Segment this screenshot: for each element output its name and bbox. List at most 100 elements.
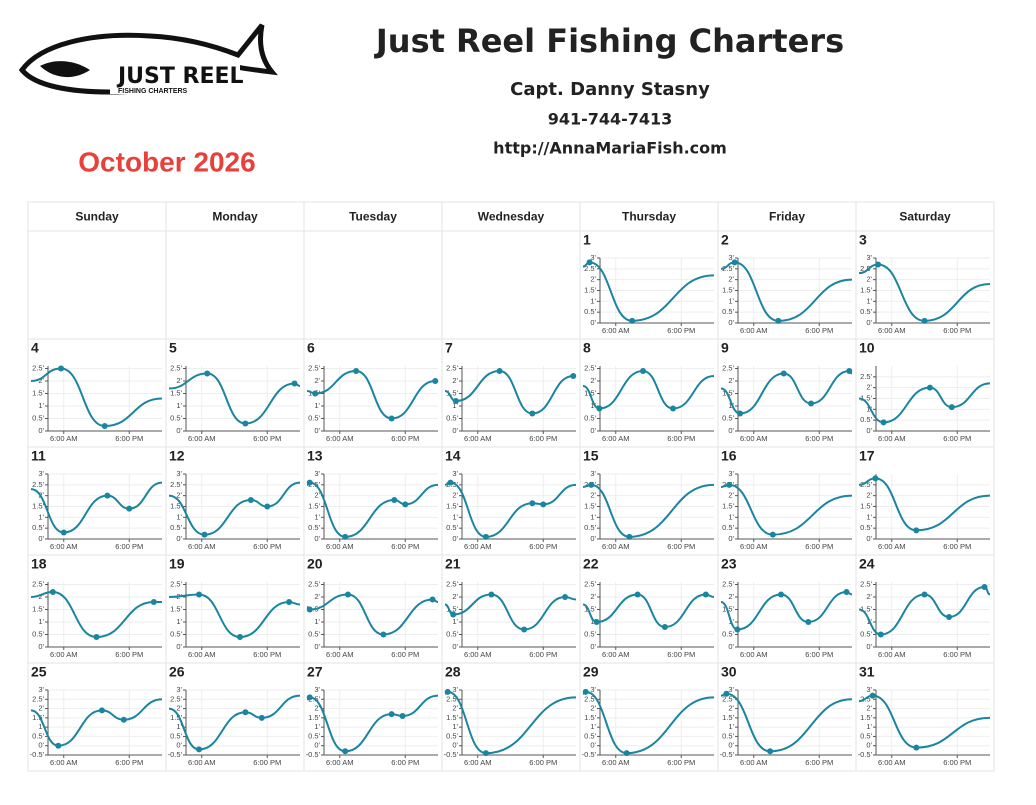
- day-cell: 130'0.5'1'1.5'2'2.5'3'6:00 AM 6:00 PM: [306, 448, 439, 551]
- y-tick-label: 0': [452, 642, 458, 651]
- y-tick-label: 0.5': [860, 731, 872, 740]
- logo-subtext: FISHING CHARTERS: [118, 88, 188, 95]
- y-tick-label: -0.5': [30, 750, 45, 759]
- tide-point: [875, 261, 882, 268]
- y-tick-label: 0': [38, 741, 44, 750]
- tide-point: [126, 505, 133, 512]
- tide-point: [767, 748, 774, 755]
- x-tick-label: 6:00 AM: [740, 758, 768, 767]
- tide-line: [168, 593, 301, 639]
- tide-point: [342, 748, 349, 755]
- y-tick-label: 2': [452, 491, 458, 500]
- y-tick-label: 2.5': [584, 264, 596, 273]
- x-tick-label: 6:00 PM: [115, 758, 143, 767]
- y-tick-label: 2.5': [584, 579, 596, 588]
- tide-point: [702, 591, 709, 598]
- y-tick-label: 2.5': [860, 480, 872, 489]
- tide-point: [196, 746, 203, 753]
- y-tick-label: 1.5': [584, 285, 596, 294]
- y-tick-label: 2': [38, 704, 44, 713]
- x-tick-label: 6:00 PM: [115, 650, 143, 659]
- tide-line: [30, 590, 162, 639]
- x-tick-label: 6:00 PM: [115, 434, 143, 443]
- y-tick-label: 2.5': [446, 363, 458, 372]
- y-tick-label: 2.5': [860, 372, 872, 381]
- y-tick-label: 2.5': [860, 264, 872, 273]
- tide-line: [444, 593, 577, 631]
- x-tick-label: 6:00 AM: [50, 650, 78, 659]
- day-number: 1: [583, 232, 591, 248]
- y-tick-label: 2': [590, 592, 596, 601]
- y-tick-label: 1.5': [584, 713, 596, 722]
- y-tick-label: 0.5': [170, 731, 182, 740]
- y-tick-label: 1.5': [446, 501, 458, 510]
- tide-point: [661, 624, 668, 630]
- tide-point: [93, 634, 100, 640]
- y-tick-label: 0': [728, 534, 734, 543]
- x-tick-label: 6:00 AM: [740, 542, 768, 551]
- y-tick-label: 3': [452, 685, 458, 694]
- y-tick-label: 3': [728, 685, 734, 694]
- tide-point: [306, 606, 313, 613]
- tide-point: [49, 589, 56, 595]
- x-tick-label: 6:00 PM: [667, 542, 695, 551]
- x-tick-label: 6:00 AM: [878, 542, 906, 551]
- y-tick-label: 3': [728, 469, 734, 478]
- day-cell: 25 -0.5'0'0.5'1'1.5'2'2.5'3' 6:00 AM 6:00 P…: [30, 664, 163, 767]
- day-cell: 90'0.5'1'1.5'2'2.5'6:00 AM 6:00 PM: [720, 340, 853, 443]
- weekday-label: Monday: [212, 210, 258, 224]
- y-tick-label: 1.5': [32, 501, 44, 510]
- tide-line: [444, 481, 577, 538]
- day-cell: 140'0.5'1'1.5'2'2.5'3'6:00 AM6:00 PM: [444, 448, 577, 551]
- day-cell: 100'0.5'1'1.5'2'2.5'6:00 AM 6:00 PM: [858, 340, 991, 443]
- x-tick-label: 6:00 PM: [529, 758, 557, 767]
- y-tick-label: 0.5': [446, 523, 458, 532]
- y-tick-label: 1.5': [584, 501, 596, 510]
- x-tick-label: 6:00 PM: [667, 326, 695, 335]
- weekday-label: Wednesday: [478, 210, 545, 224]
- tide-point: [634, 591, 641, 598]
- tide-point: [726, 481, 733, 488]
- y-tick-label: 0': [38, 426, 44, 435]
- y-tick-label: 3': [590, 685, 596, 694]
- x-tick-label: 6:00 PM: [943, 326, 971, 335]
- tide-line: [306, 694, 439, 753]
- y-tick-label: 0.5': [308, 413, 320, 422]
- y-tick-label: 1': [176, 722, 182, 731]
- weekday-label: Tuesday: [349, 210, 397, 224]
- day-number: 30: [721, 664, 737, 680]
- y-tick-label: 2.5': [32, 579, 44, 588]
- y-tick-label: 0': [314, 642, 320, 651]
- tide-line: [444, 690, 577, 755]
- day-number: 8: [583, 340, 591, 356]
- tide-point: [593, 619, 600, 625]
- y-tick-label: 2.5': [170, 480, 182, 489]
- y-tick-label: 0': [38, 642, 44, 651]
- x-tick-label: 6:00 AM: [326, 650, 354, 659]
- day-number: 15: [583, 448, 599, 464]
- tide-point: [582, 688, 589, 695]
- day-number: 12: [169, 448, 185, 464]
- x-tick-label: 6:00 PM: [805, 758, 833, 767]
- tide-point: [399, 713, 406, 719]
- y-tick-label: 2': [728, 704, 734, 713]
- tide-point: [529, 410, 536, 417]
- y-tick-label: 1': [176, 617, 182, 626]
- y-tick-label: -0.5': [858, 750, 873, 759]
- x-tick-label: 6:00 PM: [943, 434, 971, 443]
- y-tick-label: 1.5': [308, 501, 320, 510]
- y-tick-label: 2': [314, 592, 320, 601]
- tide-point: [596, 405, 603, 412]
- y-tick-label: 3': [590, 253, 596, 262]
- y-tick-label: 2.5': [860, 579, 872, 588]
- tide-point: [353, 368, 360, 374]
- y-tick-label: -0.5': [168, 750, 183, 759]
- tide-point: [562, 594, 569, 600]
- day-cell: 30 -0.5'0'0.5'1'1.5'2'2.5'3' 6:00 AM 6:00 P…: [720, 664, 853, 767]
- y-tick-label: 2.5': [32, 694, 44, 703]
- day-cell: 240'0.5'1'1.5'2'2.5'6:00 AM 6:00 PM: [858, 556, 991, 659]
- x-tick-label: 6:00 AM: [464, 758, 492, 767]
- y-tick-label: 2': [866, 704, 872, 713]
- tide-point: [60, 529, 67, 536]
- tide-point: [877, 631, 884, 638]
